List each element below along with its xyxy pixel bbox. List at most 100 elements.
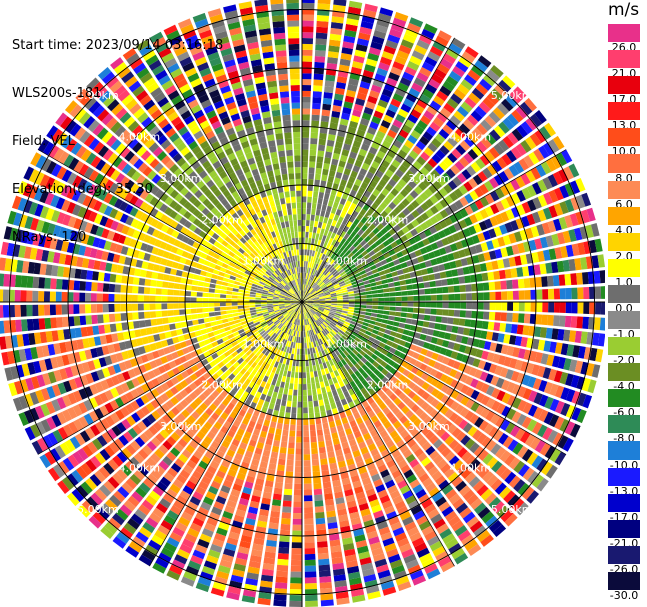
ppi-gate (282, 429, 289, 437)
ppi-gate (313, 315, 318, 321)
ppi-gate (307, 279, 311, 286)
ppi-gate (318, 307, 325, 311)
ppi-gate (313, 482, 322, 490)
ppi-gate (337, 216, 344, 224)
ppi-gate (302, 2, 315, 9)
ppi-gate (390, 254, 398, 261)
ppi-gate (310, 309, 316, 315)
ppi-gate (294, 471, 302, 478)
ppi-gate (328, 332, 334, 339)
ppi-gate (95, 421, 106, 433)
ppi-gate (341, 531, 352, 540)
ppi-gate (287, 308, 293, 313)
ppi-gate (564, 182, 575, 197)
ppi-gate (499, 322, 507, 332)
ppi-gate (309, 310, 315, 315)
ppi-gate (387, 402, 397, 411)
ppi-gate (170, 386, 179, 396)
ppi-gate (285, 296, 291, 299)
ppi-gate (349, 238, 357, 245)
ppi-gate (238, 285, 246, 290)
ppi-gate (440, 431, 451, 442)
ppi-gate (407, 564, 422, 575)
ppi-gate (144, 544, 159, 556)
ppi-gate (399, 543, 412, 553)
ppi-gate (319, 405, 326, 412)
ppi-gate (310, 256, 314, 263)
ppi-gate (230, 397, 239, 406)
ppi-gate (272, 304, 279, 307)
ppi-gate (154, 358, 163, 367)
ppi-gate (335, 419, 342, 427)
ppi-gate (527, 404, 538, 417)
ppi-gate (7, 350, 16, 365)
ppi-gate (214, 302, 220, 307)
ppi-gate (363, 243, 370, 250)
ppi-gate (543, 192, 553, 205)
ppi-gate (317, 150, 325, 157)
ppi-gate (239, 441, 248, 450)
ppi-gate (395, 332, 403, 339)
ppi-gate (345, 330, 352, 336)
ppi-gate (436, 112, 448, 123)
ppi-gate (533, 406, 544, 420)
ppi-gate (49, 237, 58, 250)
ppi-gate (337, 339, 344, 346)
ppi-gate (314, 55, 326, 63)
ppi-gate (311, 262, 315, 269)
ppi-gate (337, 508, 348, 516)
ppi-gate (597, 333, 605, 347)
ppi-gate (149, 254, 157, 263)
ppi-gate (316, 156, 324, 163)
ppi-gate (318, 351, 324, 358)
ppi-gate (346, 565, 360, 574)
ppi-gate (313, 67, 325, 75)
ppi-gate (399, 76, 412, 87)
ppi-gate (274, 335, 280, 342)
ppi-gate (297, 413, 302, 420)
ppi-gate (365, 488, 376, 497)
ppi-gate (336, 276, 343, 282)
ppi-gate (314, 376, 320, 383)
ppi-gate (222, 479, 233, 489)
ppi-gate (400, 103, 412, 113)
ppi-gate (425, 198, 434, 208)
ppi-gate (173, 289, 180, 296)
ppi-gate (201, 475, 212, 485)
ppi-gate (465, 284, 472, 292)
ppi-gate (329, 291, 336, 295)
ppi-gate (358, 367, 365, 375)
ppi-gate (161, 296, 168, 302)
ppi-gate (364, 405, 373, 414)
ppi-gate (224, 542, 237, 552)
ppi-gate (365, 308, 372, 313)
ppi-gate (321, 470, 330, 477)
ppi-gate (316, 264, 321, 271)
ppi-gate (290, 300, 297, 302)
ppi-gate (305, 330, 308, 337)
ppi-gate (300, 307, 302, 314)
ppi-gate (542, 367, 552, 380)
ppi-gate (213, 421, 223, 430)
ppi-gate (292, 530, 302, 537)
ppi-gate (135, 259, 143, 268)
ppi-gate (442, 533, 456, 545)
ppi-gate (96, 282, 104, 292)
ppi-gate (244, 481, 254, 489)
ppi-gate (324, 292, 331, 296)
ppi-gate (490, 375, 500, 386)
ppi-gate (347, 336, 355, 343)
ppi-gate (214, 307, 221, 312)
ppi-gate (294, 483, 302, 490)
ppi-gate (324, 498, 335, 506)
ppi-gate (404, 184, 413, 194)
ppi-gate (246, 444, 255, 453)
ppi-gate (85, 477, 98, 491)
ppi-gate (116, 531, 130, 545)
ppi-gate (414, 432, 424, 443)
ppi-gate (59, 368, 68, 380)
ppi-gate (232, 291, 239, 296)
ppi-gate (130, 400, 140, 411)
ppi-gate (341, 254, 348, 261)
ppi-gate (299, 354, 302, 361)
